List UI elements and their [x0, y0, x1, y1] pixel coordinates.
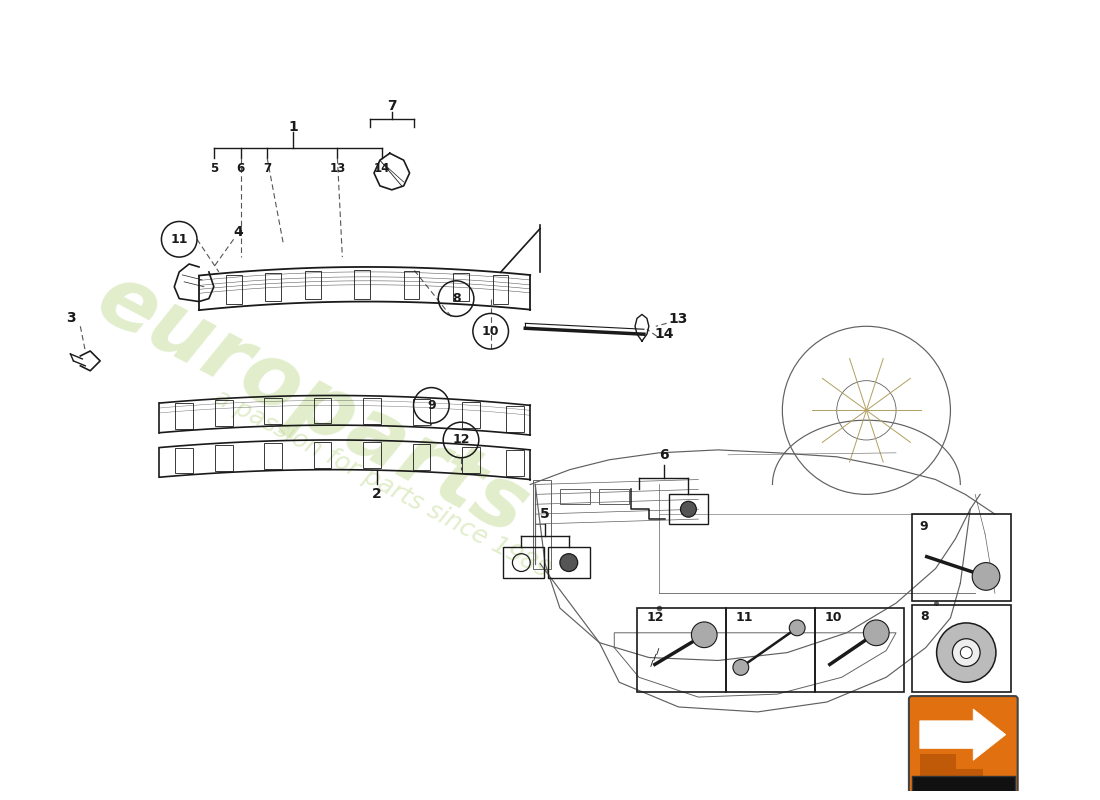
Polygon shape	[920, 754, 983, 784]
Bar	[912, 514, 1011, 601]
Circle shape	[560, 554, 578, 571]
Bar	[503, 546, 544, 578]
Text: europarts: europarts	[84, 257, 542, 554]
Bar	[214, 445, 232, 470]
Text: 1: 1	[288, 119, 298, 134]
Text: 13: 13	[329, 162, 345, 174]
Circle shape	[953, 638, 980, 666]
Bar	[214, 401, 232, 426]
Bar	[226, 275, 242, 304]
Circle shape	[960, 646, 972, 658]
Bar	[462, 402, 480, 428]
Text: 9: 9	[920, 519, 928, 533]
Text: 11: 11	[170, 233, 188, 246]
Bar	[363, 442, 381, 468]
Text: 6: 6	[236, 162, 244, 174]
Bar	[363, 398, 381, 423]
Circle shape	[733, 659, 749, 675]
Text: 3: 3	[66, 311, 75, 326]
Text: 5: 5	[210, 162, 218, 174]
Text: 8: 8	[920, 610, 928, 623]
Bar	[305, 271, 320, 299]
Circle shape	[936, 623, 996, 682]
Bar	[175, 403, 194, 429]
Bar	[912, 605, 1011, 692]
Text: 11: 11	[736, 611, 754, 625]
Bar	[264, 443, 282, 469]
Bar	[912, 776, 1014, 800]
Bar	[412, 399, 430, 425]
Bar	[412, 444, 430, 470]
Text: 13: 13	[669, 312, 689, 326]
Circle shape	[864, 620, 889, 646]
Bar	[726, 608, 815, 692]
Bar	[669, 494, 708, 524]
Text: 8: 8	[452, 292, 461, 305]
Text: 9: 9	[427, 399, 436, 412]
Text: 6: 6	[659, 448, 669, 462]
Bar	[264, 398, 282, 424]
Bar	[175, 447, 194, 474]
Circle shape	[681, 502, 696, 517]
Text: 14: 14	[374, 162, 390, 174]
Text: 7: 7	[263, 162, 272, 174]
Text: a passion for parts since 1989: a passion for parts since 1989	[209, 386, 554, 584]
Text: 10: 10	[825, 611, 843, 625]
Circle shape	[692, 622, 717, 648]
Bar	[506, 450, 525, 476]
Bar	[548, 546, 590, 578]
Text: 14: 14	[654, 327, 673, 341]
Text: 2: 2	[372, 487, 382, 502]
Bar	[506, 406, 525, 432]
Text: 5: 5	[540, 507, 550, 521]
Polygon shape	[920, 709, 1005, 760]
Bar	[453, 273, 469, 302]
Bar	[493, 275, 508, 304]
Bar	[314, 442, 331, 468]
Bar	[265, 273, 282, 302]
Bar	[600, 490, 629, 504]
Text: 4: 4	[233, 226, 243, 239]
Bar	[314, 398, 331, 423]
Bar	[637, 608, 726, 692]
Bar	[462, 447, 480, 473]
Bar	[354, 270, 370, 298]
Text: 12: 12	[452, 434, 470, 446]
Text: 807 08: 807 08	[932, 782, 996, 800]
Bar	[815, 608, 904, 692]
Text: 7: 7	[387, 98, 397, 113]
Circle shape	[790, 620, 805, 636]
FancyBboxPatch shape	[909, 696, 1018, 800]
Bar	[534, 479, 551, 569]
Circle shape	[972, 562, 1000, 590]
Text: 10: 10	[482, 325, 499, 338]
Bar	[560, 490, 590, 504]
Bar	[404, 270, 419, 299]
Text: 12: 12	[647, 611, 664, 625]
